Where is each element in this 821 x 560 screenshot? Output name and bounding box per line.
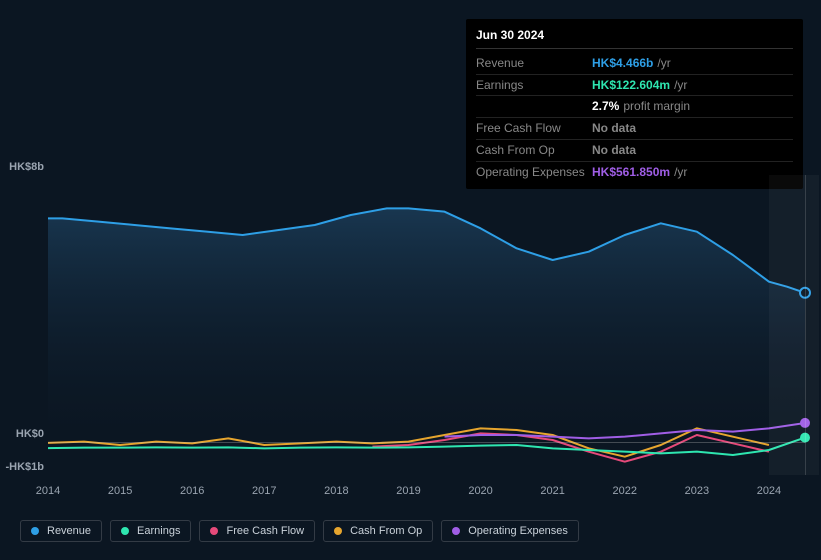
chart-container: { "chart": { "type": "line", "plot": { "… [0, 0, 821, 560]
legend-dot-icon [121, 527, 129, 535]
tooltip-row: 2.7%profit margin [476, 96, 793, 118]
legend-label: Free Cash Flow [226, 525, 304, 537]
x-axis-label: 2019 [396, 485, 420, 497]
tooltip-row-label: Operating Expenses [476, 164, 592, 181]
x-axis-label: 2024 [757, 485, 781, 497]
x-axis-label: 2014 [36, 485, 60, 497]
tooltip-row: Cash From OpNo data [476, 140, 793, 162]
legend-label: Operating Expenses [468, 525, 568, 537]
x-axis-label: 2021 [540, 485, 564, 497]
legend-item-free-cash-flow[interactable]: Free Cash Flow [199, 520, 315, 542]
tooltip-row-value: No data [592, 120, 636, 137]
revenue-area [34, 208, 805, 441]
y-axis-label: HK$0 [0, 428, 44, 440]
tooltip-row-suffix: /yr [674, 77, 687, 94]
legend-dot-icon [31, 527, 39, 535]
tooltip-row-label: Earnings [476, 77, 592, 94]
zero-gridline [48, 442, 805, 443]
legend-dot-icon [210, 527, 218, 535]
legend-label: Revenue [47, 525, 91, 537]
legend-item-earnings[interactable]: Earnings [110, 520, 191, 542]
tooltip-row: Operating ExpensesHK$561.850m/yr [476, 162, 793, 183]
legend-item-cash-from-op[interactable]: Cash From Op [323, 520, 433, 542]
y-axis-label: -HK$1b [0, 461, 44, 473]
legend-dot-icon [452, 527, 460, 535]
tooltip-row-value: HK$561.850m [592, 164, 670, 181]
tooltip-rows: RevenueHK$4.466b/yrEarningsHK$122.604m/y… [476, 53, 793, 183]
tooltip-date: Jun 30 2024 [476, 27, 793, 49]
tooltip-row-label: Cash From Op [476, 142, 592, 159]
cursor-line [805, 175, 806, 475]
legend-dot-icon [334, 527, 342, 535]
x-axis-label: 2016 [180, 485, 204, 497]
x-axis-label: 2022 [613, 485, 637, 497]
x-axis-label: 2018 [324, 485, 348, 497]
tooltip-row-value: HK$122.604m [592, 77, 670, 94]
legend-label: Earnings [137, 525, 180, 537]
tooltip-row-value: 2.7% [592, 98, 619, 115]
tooltip-row: Free Cash FlowNo data [476, 118, 793, 140]
tooltip-row-suffix: /yr [657, 55, 670, 72]
legend: Revenue Earnings Free Cash Flow Cash From O… [20, 520, 579, 542]
tooltip-row-label: Free Cash Flow [476, 120, 592, 137]
tooltip-row: EarningsHK$122.604m/yr [476, 75, 793, 97]
tooltip-row-value: No data [592, 142, 636, 159]
legend-item-operating-expenses[interactable]: Operating Expenses [441, 520, 579, 542]
hover-tooltip: Jun 30 2024 RevenueHK$4.466b/yrEarningsH… [466, 19, 803, 189]
tooltip-row-value: HK$4.466b [592, 55, 653, 72]
tooltip-row-suffix: profit margin [623, 98, 690, 115]
legend-label: Cash From Op [350, 525, 422, 537]
x-axis-label: 2015 [108, 485, 132, 497]
tooltip-row: RevenueHK$4.466b/yr [476, 53, 793, 75]
y-axis-label: HK$8b [0, 161, 44, 173]
tooltip-row-label: Revenue [476, 55, 592, 72]
legend-item-revenue[interactable]: Revenue [20, 520, 102, 542]
x-axis-label: 2020 [468, 485, 492, 497]
hover-band [769, 175, 819, 475]
x-axis-label: 2017 [252, 485, 276, 497]
tooltip-row-suffix: /yr [674, 164, 687, 181]
x-axis-label: 2023 [685, 485, 709, 497]
